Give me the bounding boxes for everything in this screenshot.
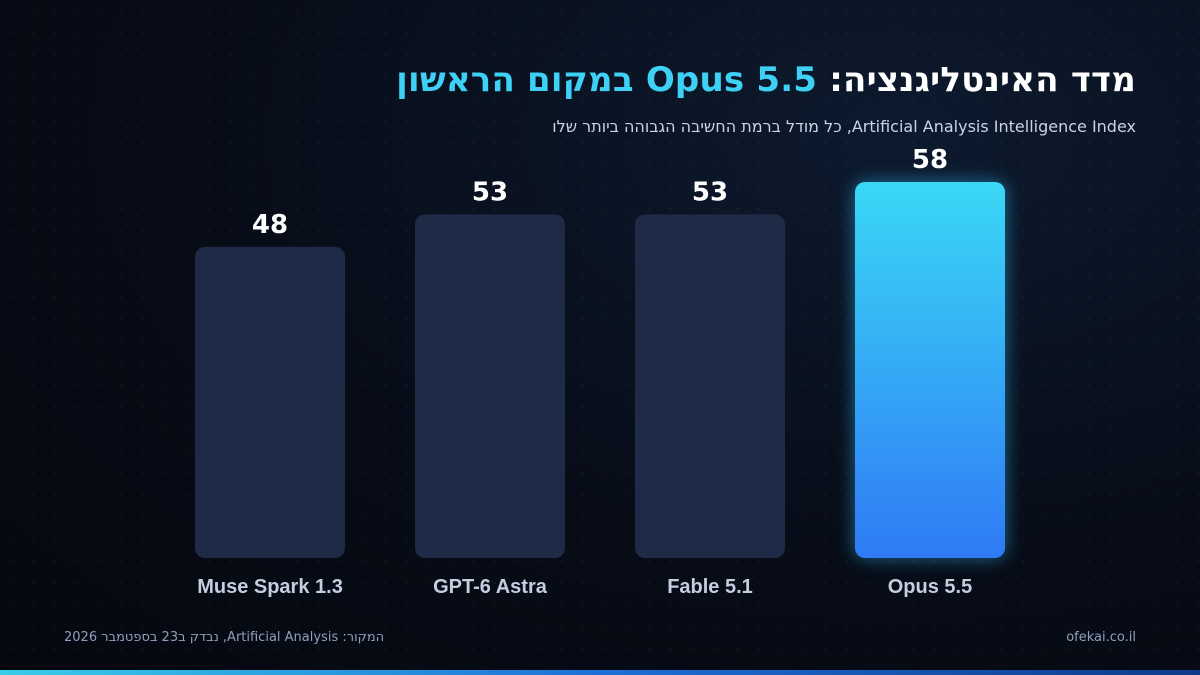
value-label: 48 [252,210,288,240]
site-link[interactable]: ofekai.co.il [1066,630,1136,645]
bar-gpt-6-astra [415,214,565,558]
source-note: המקור: Artificial Analysis, נבדק ב23 בספ… [64,630,385,645]
value-label: 53 [692,177,728,207]
value-label: 53 [472,177,508,207]
title-highlight: Opus 5.5 במקום הראשון [396,60,818,100]
page-title: מדד האינטליגנציה: Opus 5.5 במקום הראשון [396,58,1136,102]
bar-chart: 48 Muse Spark 1.3 53 GPT-6 Astra 53 Fable 5.1… [195,145,1005,598]
category-label: GPT-6 Astra [433,576,548,598]
title-main: מדד האינטליגנציה: [829,60,1136,100]
accent-bar [0,670,1200,675]
category-label: Fable 5.1 [667,576,753,598]
category-label: Opus 5.5 [888,576,972,598]
value-label: 58 [912,145,948,175]
bar-fable-5-1 [635,214,785,558]
bar-opus-5-5 [855,182,1005,558]
subtitle: Artificial Analysis Intelligence Index, … [552,117,1136,136]
bar-muse-spark-1-3 [195,246,345,559]
category-label: Muse Spark 1.3 [197,576,343,598]
